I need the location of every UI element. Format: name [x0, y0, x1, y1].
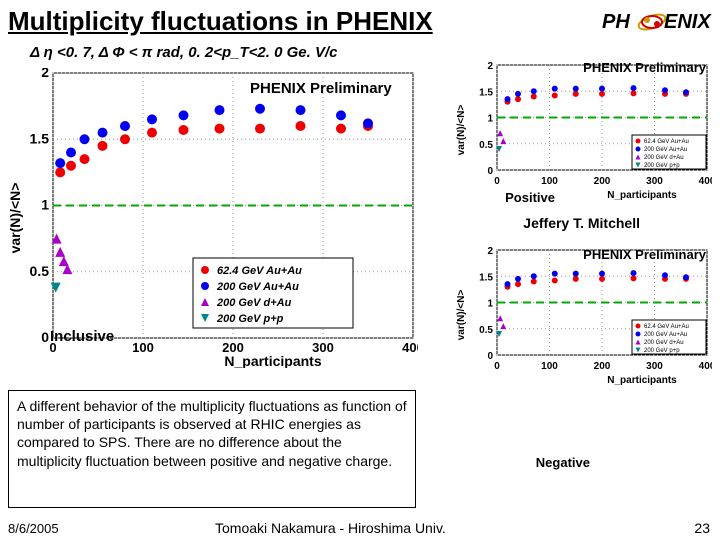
svg-text:400: 400: [699, 361, 712, 372]
svg-text:PH: PH: [602, 11, 630, 33]
svg-text:400: 400: [699, 176, 712, 187]
svg-text:200 GeV Au+Au: 200 GeV Au+Au: [644, 332, 687, 338]
svg-text:0: 0: [487, 166, 493, 177]
svg-text:1: 1: [487, 299, 493, 310]
prelim-side1: PHENIX Preliminary: [583, 60, 706, 75]
svg-text:1.5: 1.5: [30, 130, 50, 146]
positive-chart: 0 100 200 300 400 0 0.5 1 1.5 2 var(N)/<N> N_partic…: [452, 60, 712, 200]
svg-text:0: 0: [41, 329, 49, 345]
svg-text:2: 2: [487, 246, 493, 257]
svg-text:200 GeV p+p: 200 GeV p+p: [644, 163, 680, 169]
svg-text:N_participants: N_participants: [607, 190, 677, 200]
svg-text:1: 1: [487, 114, 493, 125]
negative-chart: 0 100 200 300 400 0 0.5 1 1.5 2 var(N)/<N> N_partic…: [452, 245, 712, 385]
phenix-logo: PH ENIX: [602, 4, 712, 40]
footer-date: 8/6/2005: [8, 521, 59, 536]
svg-text:200 GeV d+Au: 200 GeV d+Au: [644, 155, 684, 161]
footer-page: 23: [694, 520, 710, 536]
svg-text:62.4 GeV Au+Au: 62.4 GeV Au+Au: [644, 324, 689, 330]
inclusive-label: Inclusive: [50, 328, 114, 345]
svg-text:2: 2: [487, 61, 493, 72]
svg-text:0: 0: [494, 361, 500, 372]
main-chart: 010020030040000.511.52var(N)/<N>N_partic…: [8, 68, 418, 368]
svg-text:ENIX: ENIX: [664, 11, 712, 33]
svg-text:100: 100: [132, 340, 154, 355]
svg-text:300: 300: [646, 361, 663, 372]
svg-text:var(N)/<N>: var(N)/<N>: [8, 183, 23, 254]
svg-text:62.4 GeV Au+Au: 62.4 GeV Au+Au: [644, 139, 689, 145]
svg-text:0.5: 0.5: [479, 140, 493, 151]
svg-text:300: 300: [646, 176, 663, 187]
svg-text:0.5: 0.5: [30, 263, 50, 279]
svg-text:100: 100: [541, 176, 558, 187]
svg-text:200 GeV Au+Au: 200 GeV Au+Au: [216, 281, 299, 293]
svg-text:200 GeV p+p: 200 GeV p+p: [644, 348, 680, 354]
svg-text:100: 100: [541, 361, 558, 372]
footer-author: Tomoaki Nakamura - Hiroshima Univ.: [215, 520, 446, 536]
svg-text:1: 1: [41, 197, 49, 213]
svg-text:200 GeV p+p: 200 GeV p+p: [216, 313, 284, 325]
page-title: Multiplicity fluctuations in PHENIX: [8, 6, 433, 37]
svg-text:200 GeV Au+Au: 200 GeV Au+Au: [644, 147, 687, 153]
positive-label: Positive: [505, 190, 555, 205]
svg-text:var(N)/<N>: var(N)/<N>: [456, 290, 467, 341]
attribution: Jeffery T. Mitchell: [523, 215, 640, 231]
svg-text:var(N)/<N>: var(N)/<N>: [456, 105, 467, 156]
svg-text:200: 200: [594, 176, 611, 187]
svg-text:62.4 GeV Au+Au: 62.4 GeV Au+Au: [217, 265, 302, 277]
svg-text:0.5: 0.5: [479, 325, 493, 336]
negative-label: Negative: [536, 455, 590, 470]
svg-text:N_participants: N_participants: [607, 375, 677, 385]
prelim-side2: PHENIX Preliminary: [583, 247, 706, 262]
plot-subtitle: Δ η <0. 7, Δ Φ < π rad, 0. 2<p_T<2. 0 Ge…: [30, 44, 337, 61]
svg-text:0: 0: [487, 351, 493, 362]
description-box: A different behavior of the multiplicity…: [8, 390, 416, 508]
svg-text:1.5: 1.5: [479, 87, 493, 98]
svg-text:1.5: 1.5: [479, 272, 493, 283]
svg-text:0: 0: [494, 176, 500, 187]
svg-text:N_participants: N_participants: [224, 353, 321, 368]
svg-text:200 GeV d+Au: 200 GeV d+Au: [644, 340, 684, 346]
svg-text:200: 200: [594, 361, 611, 372]
svg-text:200 GeV d+Au: 200 GeV d+Au: [216, 297, 292, 309]
svg-text:2: 2: [41, 68, 49, 80]
svg-text:400: 400: [402, 340, 418, 355]
